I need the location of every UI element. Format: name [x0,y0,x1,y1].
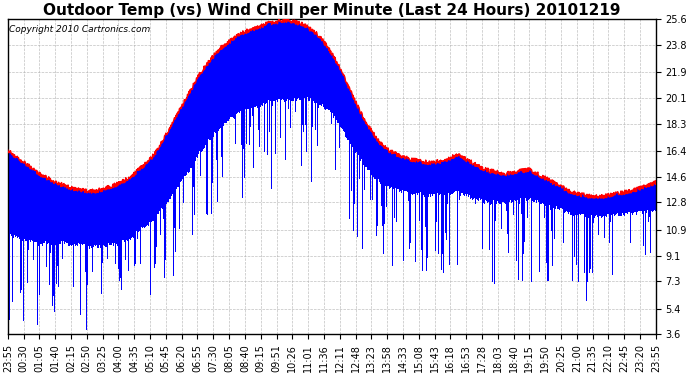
Text: Copyright 2010 Cartronics.com: Copyright 2010 Cartronics.com [9,25,150,34]
Title: Outdoor Temp (vs) Wind Chill per Minute (Last 24 Hours) 20101219: Outdoor Temp (vs) Wind Chill per Minute … [43,3,620,18]
